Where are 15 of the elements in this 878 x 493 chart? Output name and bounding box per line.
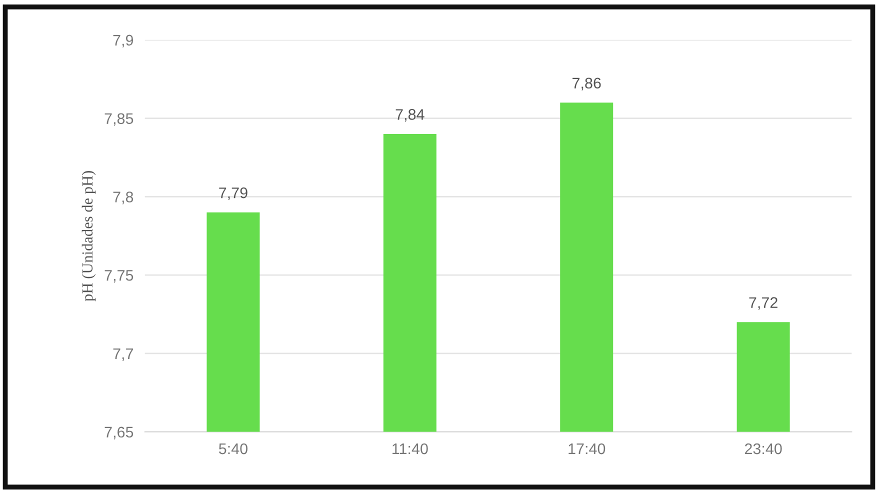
x-tick-label: 5:40: [218, 443, 248, 454]
data-label: 7,72: [749, 297, 778, 310]
y-tick-label: 7,85: [104, 113, 134, 126]
data-label: 7,79: [219, 187, 248, 200]
data-label: 7,86: [572, 78, 601, 90]
x-tick-label: 17:40: [568, 443, 606, 454]
y-tick-label: 7,9: [113, 34, 134, 48]
y-tick-label: 7,8: [113, 192, 134, 204]
y-tick-label: 7,65: [104, 426, 134, 440]
y-axis-title: pH (Unidades de pH): [82, 171, 96, 302]
x-tick-label: 23:40: [744, 443, 782, 454]
x-tick-label: 11:40: [392, 443, 428, 454]
y-tick-label: 7,75: [104, 270, 134, 283]
data-label: 7,84: [396, 109, 424, 122]
y-tick-label: 7,7: [113, 348, 133, 361]
